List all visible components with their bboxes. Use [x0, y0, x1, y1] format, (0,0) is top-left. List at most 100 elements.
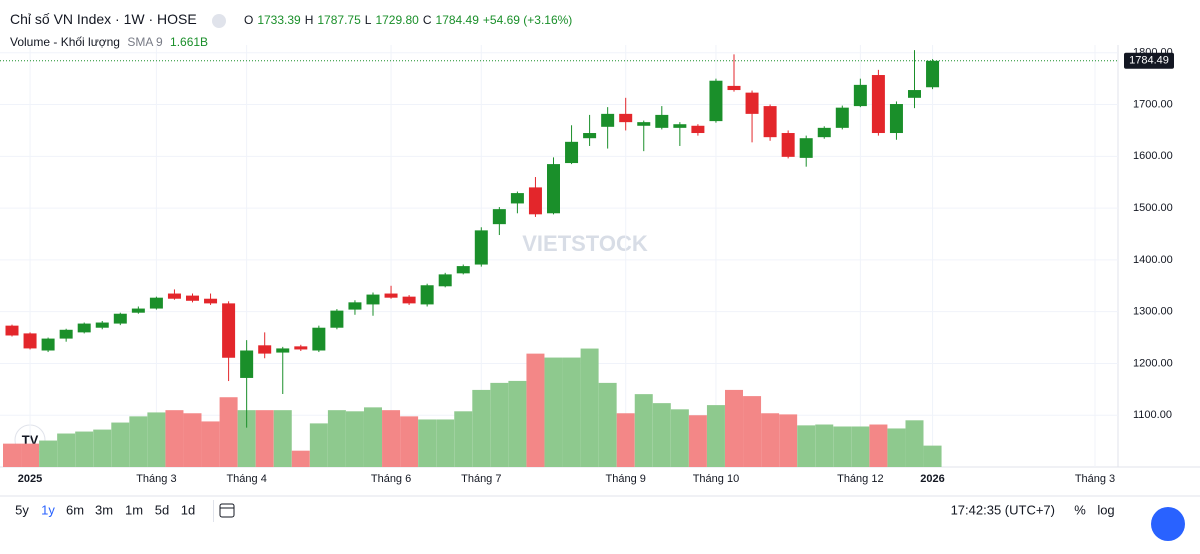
candle-body: [5, 325, 19, 336]
volume-sma: SMA 9: [127, 35, 163, 49]
c-label: C: [422, 13, 432, 27]
volume-bar: [21, 443, 40, 467]
volume-bar: [688, 415, 707, 467]
candle-body: [59, 329, 73, 339]
range-button[interactable]: 5y: [15, 502, 29, 517]
volume-bar: [833, 426, 852, 467]
volume-bar: [147, 412, 166, 467]
volume-bar: [923, 445, 942, 467]
candle-body: [655, 114, 669, 128]
h-value: 1787.75: [317, 13, 361, 27]
volume-bar: [382, 410, 401, 467]
y-tick-label: 1100.00: [1133, 409, 1172, 421]
volume-bar: [111, 422, 130, 467]
candle-body: [312, 327, 326, 351]
candle-body: [77, 323, 91, 333]
candle-body: [294, 346, 308, 350]
volume-bar: [526, 353, 545, 467]
candle-body: [510, 193, 524, 204]
volume-legend: Volume - Khối lượng SMA 9 1.661B: [10, 35, 212, 49]
change: +54.69 (+3.16%): [482, 13, 573, 27]
range-button[interactable]: 6m: [66, 502, 84, 517]
volume-bar: [327, 410, 346, 467]
volume-bar: [616, 413, 635, 467]
range-button[interactable]: 1y: [41, 502, 55, 517]
candle-body: [745, 92, 759, 114]
volume-bar: [725, 389, 743, 467]
candle-body: [601, 113, 615, 127]
l-label: L: [364, 13, 372, 27]
volume-bar: [544, 357, 563, 467]
candle-body: [727, 85, 741, 91]
volume-bar: [75, 431, 94, 467]
candle-body: [348, 302, 362, 310]
candle-body: [384, 293, 398, 298]
volume-bar: [219, 397, 238, 467]
volume-bar: [364, 407, 382, 467]
volume-bar: [815, 424, 834, 467]
candle-body: [565, 141, 579, 164]
volume-bar: [309, 423, 328, 467]
volume-bar: [129, 416, 148, 467]
h-label: H: [304, 13, 314, 27]
candle-body: [908, 90, 921, 98]
volume-bar: [57, 433, 76, 467]
collapse-icon[interactable]: [212, 13, 227, 28]
x-tick-label: Tháng 4: [226, 473, 266, 485]
volume-bar: [39, 440, 58, 467]
candle-body: [23, 333, 37, 349]
candle-body: [186, 295, 199, 301]
volume-bar: [273, 410, 292, 467]
candle-body: [95, 322, 109, 328]
candle-body: [258, 345, 272, 354]
candle-body: [799, 138, 813, 158]
x-tick-label: Tháng 3: [136, 473, 176, 485]
candle-body: [492, 209, 506, 225]
x-tick-label: Tháng 3: [1075, 473, 1115, 485]
volume-bar: [454, 411, 473, 467]
range-button[interactable]: 5d: [155, 502, 169, 517]
candle-body: [402, 296, 416, 304]
volume-bar: [706, 405, 725, 467]
y-tick-label: 1300.00: [1133, 306, 1173, 318]
candle-body: [547, 164, 560, 214]
volume-bar: [634, 394, 653, 467]
candle-body: [113, 313, 127, 324]
volume-bar: [887, 428, 906, 467]
candle-body: [781, 133, 795, 157]
candle-body: [871, 75, 885, 134]
volume-bar: [761, 413, 780, 467]
volume-sma-value: 1.661B: [170, 35, 209, 49]
volume-bar: [345, 411, 364, 467]
candle-body: [528, 187, 542, 215]
last-price-tag: [1124, 52, 1174, 69]
candle-body: [619, 113, 633, 123]
log-toggle[interactable]: log: [1097, 502, 1114, 517]
range-button[interactable]: 1d: [181, 502, 195, 517]
c-value: 1784.49: [435, 13, 479, 27]
y-tick-label: 1400.00: [1133, 254, 1173, 266]
volume-bar: [743, 396, 762, 467]
candle-body: [41, 338, 55, 351]
volume-bar: [797, 425, 816, 467]
percent-toggle[interactable]: %: [1074, 502, 1086, 517]
volume-bar: [652, 403, 671, 467]
candle-body: [420, 285, 434, 305]
volume-bar: [436, 419, 455, 467]
candle-body: [817, 127, 831, 138]
volume-bar: [93, 429, 112, 467]
range-button[interactable]: 3m: [95, 502, 113, 517]
y-tick-label: 1200.00: [1133, 357, 1173, 369]
y-tick-label: 1500.00: [1133, 202, 1173, 214]
x-tick-label: Tháng 9: [606, 473, 646, 485]
volume-bar: [255, 410, 274, 467]
toolbar-divider: [213, 500, 214, 522]
calendar-icon[interactable]: [219, 503, 235, 518]
x-tick-label: Tháng 10: [693, 473, 739, 485]
volume-bar: [670, 409, 689, 467]
range-button[interactable]: 1m: [125, 502, 143, 517]
menu-button[interactable]: [1151, 507, 1185, 541]
x-tick-label: Tháng 6: [371, 473, 411, 485]
